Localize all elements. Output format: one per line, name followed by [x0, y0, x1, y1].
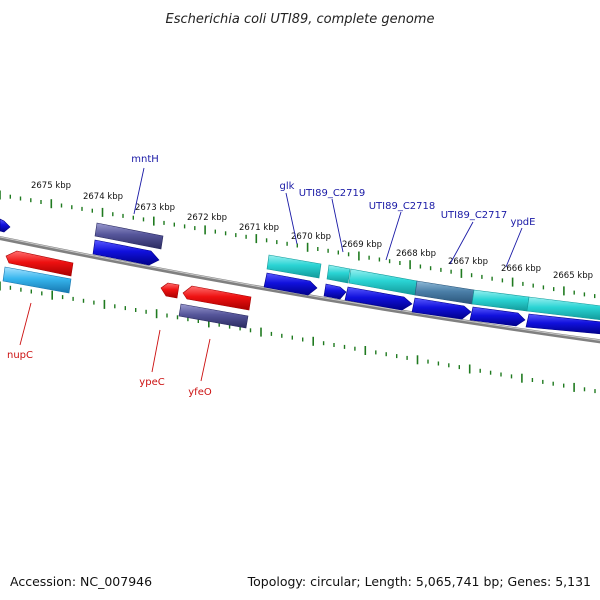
- map-title: Escherichia coli UTI89, complete genome: [166, 12, 435, 27]
- gene-label-UTI89_C2718[interactable]: UTI89_C2718: [369, 201, 436, 212]
- gene-label-ypeC[interactable]: ypeC: [139, 377, 164, 388]
- leader-nupC: [19, 302, 32, 346]
- kbp-label: 2665 kbp: [553, 271, 593, 281]
- gene-label-mntH[interactable]: mntH: [131, 154, 159, 165]
- reverse-strand-track: [5, 250, 252, 311]
- leader-UTI89_C2718: [385, 211, 402, 261]
- gene-glk[interactable]: [266, 254, 322, 279]
- forward-gene-arrow[interactable]: [525, 313, 600, 335]
- gene-label-UTI89_C2717[interactable]: UTI89_C2717: [441, 210, 508, 221]
- topology-text: Topology: circular; Length: 5,065,741 bp…: [247, 574, 591, 589]
- kbp-label: 2674 kbp: [83, 192, 123, 202]
- lower-tick-ring: [0, 281, 596, 394]
- genome-backbone: [0, 235, 600, 344]
- leader-UTI89_C2719: [331, 198, 344, 253]
- lower-feature-track: [178, 303, 249, 329]
- gene-yfeO[interactable]: [178, 303, 249, 329]
- forward-gene-arrow[interactable]: [92, 239, 160, 266]
- leader-mntH: [133, 167, 145, 215]
- label-leaders: [19, 167, 523, 382]
- gene-yfeO-red[interactable]: [182, 285, 252, 311]
- kbp-scale: 2675 kbp 2674 kbp 2673 kbp 2672 kbp 2671…: [31, 181, 593, 281]
- forward-gene-arrow[interactable]: [411, 297, 472, 320]
- kbp-label: 2673 kbp: [135, 203, 175, 213]
- leader-ypeC: [151, 329, 161, 373]
- gene-nupC[interactable]: [5, 250, 74, 277]
- gene-label-UTI89_C2719[interactable]: UTI89_C2719: [299, 188, 366, 199]
- leader-glk: [285, 192, 298, 245]
- kbp-label: 2670 kbp: [291, 232, 331, 242]
- gene-label-nupC[interactable]: nupC: [7, 350, 33, 361]
- leader-ypdE: [505, 227, 523, 268]
- leader-yfeO: [200, 338, 211, 382]
- gene-labels: mntH glk UTI89_C2719 UTI89_C2718 UTI89_C…: [7, 154, 535, 398]
- gene-ypeC[interactable]: [160, 282, 180, 299]
- gene-label-glk[interactable]: glk: [280, 181, 295, 192]
- gene-UTI89_C2719[interactable]: [326, 264, 351, 284]
- forward-gene-arrow[interactable]: [323, 283, 347, 300]
- forward-gene-arrow[interactable]: [469, 306, 526, 327]
- kbp-label: 2666 kbp: [501, 264, 541, 274]
- gene-ypdE[interactable]: [526, 296, 600, 321]
- gene-nupC-outer[interactable]: [2, 266, 72, 294]
- upper-feature-track: [2, 222, 600, 321]
- gene-label-yfeO[interactable]: yfeO: [188, 387, 212, 398]
- kbp-label: 2667 kbp: [448, 257, 488, 267]
- kbp-label: 2669 kbp: [342, 240, 382, 250]
- upper-tick-ring: [0, 190, 596, 299]
- gene-label-ypdE[interactable]: ypdE: [511, 217, 536, 228]
- kbp-label: 2671 kbp: [239, 223, 279, 233]
- gene-mntH[interactable]: [94, 222, 164, 250]
- kbp-label: 2675 kbp: [31, 181, 71, 191]
- kbp-label: 2668 kbp: [396, 249, 436, 259]
- forward-gene-arrow[interactable]: [344, 286, 413, 311]
- accession-text: Accession: NC_007946: [10, 574, 152, 589]
- forward-strand-track: [0, 218, 600, 335]
- kbp-label: 2672 kbp: [187, 213, 227, 223]
- forward-gene-arrow[interactable]: [0, 218, 11, 233]
- forward-gene-arrow[interactable]: [263, 272, 318, 296]
- leader-UTI89_C2717: [449, 221, 474, 265]
